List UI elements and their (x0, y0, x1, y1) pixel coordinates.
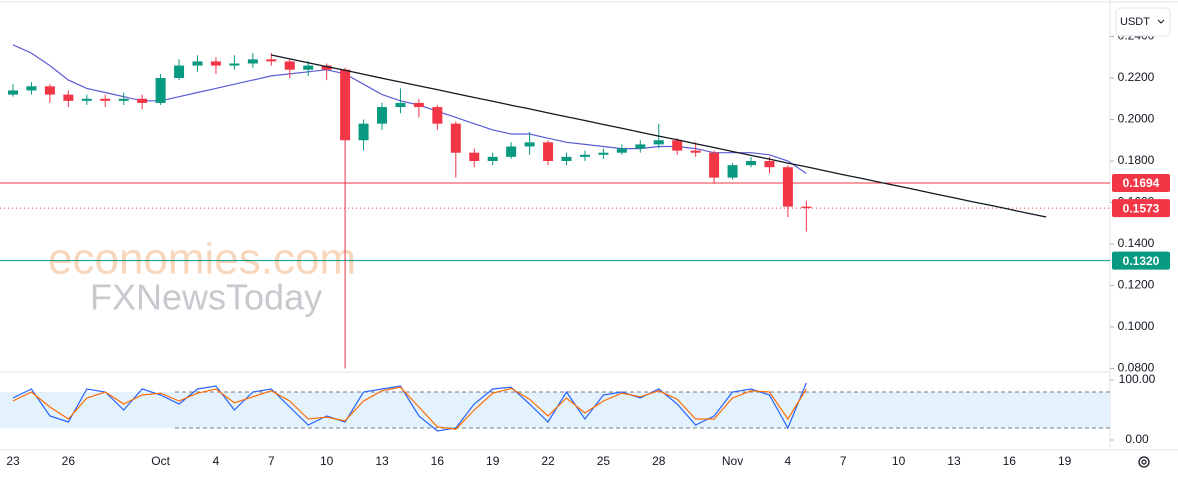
candle-body (118, 98, 129, 101)
x-tick-label: 22 (541, 454, 555, 468)
currency-button-box (1115, 7, 1171, 37)
x-tick-label: 23 (6, 454, 20, 468)
y-tick-label: 0.2200 (1118, 70, 1155, 84)
candle-body (377, 107, 387, 124)
x-tick-label: 4 (213, 454, 220, 468)
candle-body (450, 123, 461, 153)
candle-body (782, 167, 793, 207)
candle-body (506, 146, 517, 157)
x-tick-label: 16 (431, 454, 445, 468)
candle-body (44, 86, 55, 95)
currency-button[interactable]: USDT (1115, 7, 1171, 37)
candle-body (321, 65, 332, 70)
candle-body (672, 140, 683, 151)
candle-body (284, 61, 295, 70)
candle-body (358, 123, 369, 141)
candle-body (266, 59, 277, 62)
candle-body (653, 140, 664, 145)
candle-body (395, 102, 406, 108)
x-tick-label: 7 (268, 454, 275, 468)
candle-body (543, 142, 554, 161)
candle-body (8, 90, 18, 95)
candle-body (100, 98, 111, 101)
price-tag-label: 0.1573 (1123, 201, 1160, 215)
candle-body (137, 98, 148, 103)
candle-body (174, 65, 185, 79)
price-tag-label: 0.1320 (1123, 254, 1160, 268)
y-tick-label: 0.0800 (1118, 361, 1155, 375)
watermark: economies.com FXNewsToday (48, 235, 356, 318)
x-tick-label: 19 (1058, 454, 1072, 468)
x-tick-label: 13 (947, 454, 961, 468)
candle-body (303, 65, 314, 70)
candle-body (26, 86, 37, 91)
candle-body (635, 144, 646, 149)
candle-body (487, 156, 498, 161)
candle-body (801, 206, 812, 209)
candle-body (561, 156, 572, 161)
x-tick-label: 25 (597, 454, 611, 468)
y-tick-label: 0.2000 (1118, 112, 1155, 126)
candle-body (690, 150, 701, 153)
price-tag (1112, 173, 1170, 192)
y-tick-label: 0.1000 (1118, 319, 1155, 333)
candle-body (63, 94, 74, 101)
candle-body (764, 160, 775, 168)
candle-body (524, 142, 535, 147)
currency-label: USDT (1120, 16, 1150, 28)
trendline (271, 54, 1047, 218)
candle-body (210, 61, 221, 66)
y-tick-label: 0.1400 (1118, 236, 1155, 250)
x-tick-label: Nov (722, 454, 743, 468)
candle-body (469, 152, 480, 161)
candle-body (727, 165, 738, 178)
x-tick-label: 16 (1003, 454, 1017, 468)
x-tick-label: 4 (785, 454, 792, 468)
candle-body (616, 148, 627, 153)
x-tick-label: Oct (151, 454, 170, 468)
x-tick-label: 13 (375, 454, 389, 468)
currency-caret (1157, 19, 1165, 24)
price-tag (1112, 199, 1170, 218)
candle-body (247, 59, 258, 64)
candle-body (192, 61, 203, 66)
x-tick-label: 10 (892, 454, 906, 468)
x-tick-label: 26 (62, 454, 76, 468)
stoch-tick-label: 100.00 (1119, 372, 1156, 386)
candle-body (598, 152, 609, 155)
watermark-economies: economies.com (48, 235, 356, 284)
y-tick-label: 0.1200 (1118, 278, 1155, 292)
candle-body (155, 78, 166, 103)
candle-body (579, 154, 590, 157)
stoch-tick-label: 0.00 (1125, 432, 1149, 446)
price-tag-label: 0.1694 (1123, 176, 1160, 190)
y-tick-label: 0.1800 (1118, 153, 1155, 167)
stoch-line (12, 386, 807, 430)
candle-body (340, 69, 351, 141)
x-tick-label: 19 (486, 454, 500, 468)
x-tick-label: 28 (652, 454, 666, 468)
stoch-line (12, 382, 807, 432)
x-tick-label: 10 (320, 454, 334, 468)
candle-body (746, 160, 756, 166)
candle-body (432, 107, 443, 124)
watermark-fxnewstoday: FXNewsToday (90, 277, 322, 318)
settings-icon[interactable] (1138, 456, 1150, 468)
candle-body (709, 152, 720, 178)
x-tick-label: 7 (840, 454, 847, 468)
candle-body (413, 102, 424, 108)
price-tag (1112, 251, 1170, 270)
candle-body (81, 98, 92, 101)
candle-body (229, 63, 240, 66)
